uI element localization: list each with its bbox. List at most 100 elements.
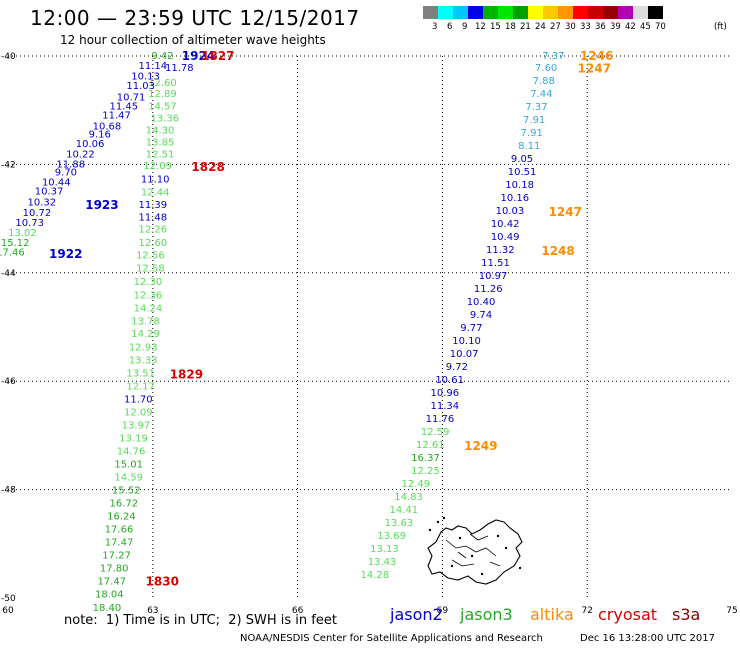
wave-height-label: 14.30 — [146, 125, 175, 136]
wave-height-label: 7.91 — [523, 115, 545, 126]
wave-height-label: 17.80 — [100, 564, 129, 575]
wave-height-label: 14.76 — [117, 447, 146, 458]
wave-height-label: 11.70 — [124, 395, 153, 406]
wave-height-label: 14.59 — [114, 473, 143, 484]
wave-height-label: 7.44 — [530, 89, 552, 100]
scale-label: 3 — [432, 22, 438, 32]
wave-height-label: 12.17 — [126, 382, 155, 393]
lat-tick-label: -48 — [1, 486, 16, 496]
wave-height-label: 11.10 — [141, 175, 170, 186]
wave-height-label: 12.56 — [136, 250, 165, 261]
wave-height-label: 12.58 — [136, 263, 165, 274]
islet — [504, 546, 508, 550]
scale-label: 24 — [535, 22, 546, 32]
wave-height-label: 11.88 — [56, 159, 85, 170]
wave-height-label: 7.37 — [542, 51, 564, 62]
wave-height-label: 7.88 — [533, 76, 555, 87]
islet — [436, 520, 440, 524]
wave-height-label: 12.51 — [146, 150, 175, 161]
wave-height-label: 9.70 — [55, 168, 77, 179]
wave-height-label: 13.13 — [370, 544, 399, 555]
footnote: note: 1) Time is in UTC; 2) SWH is in fe… — [64, 613, 337, 628]
island-inlets — [445, 533, 501, 567]
wave-height-label: 12.25 — [411, 466, 440, 477]
wave-height-label: 18.40 — [93, 603, 122, 614]
lon-tick-label: 75 — [726, 606, 737, 616]
scale-swatch — [528, 6, 543, 19]
wave-height-label: 10.51 — [508, 167, 537, 178]
wave-height-label: 14.41 — [389, 505, 418, 516]
wave-height-label: 10.73 — [15, 218, 44, 229]
wave-height-label: 15.52 — [112, 486, 141, 497]
wave-height-label: 12.89 — [148, 89, 177, 100]
wave-height-label: 7.60 — [535, 63, 557, 74]
wave-height-label: 13.33 — [129, 356, 158, 367]
lat-tick-label: -40 — [1, 52, 16, 62]
scale-swatch — [513, 6, 528, 19]
wave-height-label: 13.85 — [146, 138, 175, 149]
wave-height-label: 16.37 — [411, 453, 440, 464]
wave-height-label: 10.71 — [117, 93, 146, 104]
scale-label: 9 — [462, 22, 468, 32]
wave-height-label: 11.34 — [430, 401, 459, 412]
lon-tick-label: 60 — [2, 606, 14, 616]
wave-height-label: 9.05 — [511, 154, 533, 165]
wave-height-label: 10.61 — [435, 375, 464, 386]
legend-cryosat: cryosat — [598, 605, 658, 624]
wave-height-label: 15.12 — [1, 238, 30, 249]
lat-tick-label: -50 — [1, 594, 16, 604]
lon-tick-label: 69 — [437, 606, 449, 616]
scale-swatch — [498, 6, 513, 19]
pass-time-label: 1246 — [580, 49, 613, 63]
wave-height-label: 11.45 — [110, 101, 139, 112]
wave-height-label: 12.44 — [141, 188, 170, 199]
wave-height-label: 7.37 — [525, 102, 547, 113]
wave-height-label: 17.46 — [0, 248, 25, 259]
wave-height-label: 13.97 — [122, 421, 151, 432]
scale-unit: (ft) — [714, 22, 727, 32]
pass-time-label: 1827 — [201, 49, 234, 63]
scale-label: 15 — [490, 22, 501, 32]
timestamp-text: Dec 16 13:28:00 UTC 2017 — [580, 633, 715, 644]
scale-label: 21 — [520, 22, 531, 32]
scale-swatch — [573, 6, 588, 19]
wave-height-label: 12.36 — [134, 291, 163, 302]
lat-tick-label: -46 — [1, 377, 16, 387]
color-scale-labels: 3 6 9 12 15 18 21 24 27 30 33 36 39 42 45 70 — [423, 22, 740, 36]
scale-label: 70 — [655, 22, 666, 32]
wave-height-label: 7.91 — [521, 128, 543, 139]
wave-height-label: 10.72 — [23, 208, 52, 219]
wave-height-label: 10.03 — [496, 206, 525, 217]
wave-height-label: 17.66 — [105, 525, 134, 536]
wave-height-label: 9.74 — [470, 310, 492, 321]
islet — [442, 516, 446, 520]
scale-label: 27 — [550, 22, 561, 32]
scale-label: 45 — [640, 22, 651, 32]
scale-swatch — [543, 6, 558, 19]
pass-time-label: 1247 — [549, 205, 582, 219]
scale-swatch — [438, 6, 453, 19]
wave-height-label: 12.26 — [138, 224, 167, 235]
wave-height-label: 12.59 — [421, 427, 450, 438]
wave-height-label: 10.06 — [76, 139, 105, 150]
lon-tick-label: 72 — [581, 606, 592, 616]
wave-height-label: 15.01 — [114, 460, 143, 471]
color-scale — [423, 6, 663, 19]
wave-height-label: 13.19 — [119, 434, 148, 445]
scale-swatch — [453, 6, 468, 19]
legend-jason2: jason2 — [390, 605, 443, 624]
scale-label: 18 — [505, 22, 516, 32]
wave-height-label: 12.49 — [402, 479, 431, 490]
islet — [470, 554, 474, 558]
wave-height-label: 14.28 — [361, 570, 390, 581]
scale-label: 39 — [610, 22, 621, 32]
wave-height-label: 10.49 — [491, 232, 520, 243]
scale-label: 36 — [595, 22, 606, 32]
lon-tick-label: 63 — [147, 606, 158, 616]
scale-label: 6 — [447, 22, 453, 32]
page-title: 12:00 — 23:59 UTC 12/15/2017 — [30, 6, 360, 30]
scale-swatch — [468, 6, 483, 19]
legend-jason3: jason3 — [460, 605, 513, 624]
wave-height-label: 13.51 — [126, 369, 155, 380]
